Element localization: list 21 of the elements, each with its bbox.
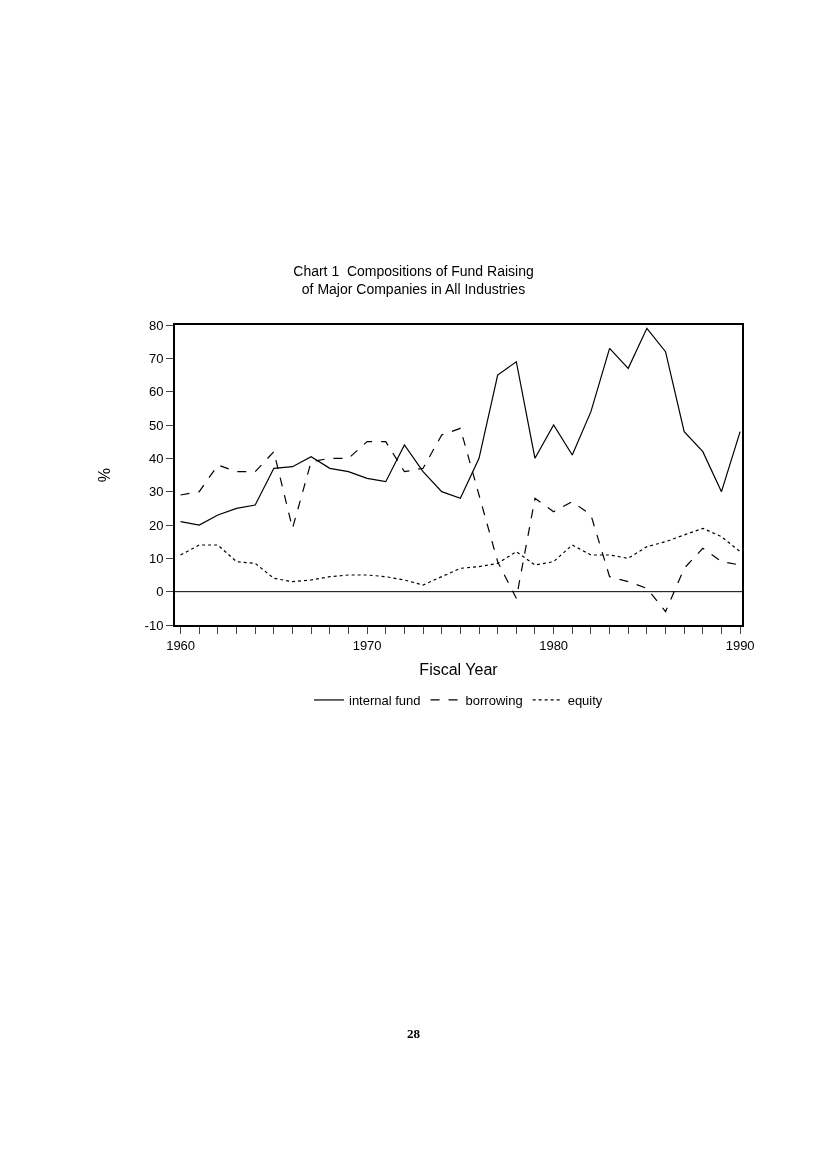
y-tick-label: 40: [148, 450, 164, 466]
y-tick-label: 10: [148, 550, 164, 566]
y-tick-label: 50: [148, 417, 164, 433]
y-tick-label: 70: [148, 350, 164, 366]
legend-label: internal fund: [349, 693, 421, 709]
x-axis-title: Fiscal Year: [419, 660, 499, 678]
chart-title: Chart 1 Compositions of Fund Raising of Major Companies in All Industries: [293, 262, 534, 298]
y-tick-label: 20: [148, 517, 164, 533]
x-tick-label: 1960: [166, 637, 196, 653]
x-tick-label: 1980: [539, 637, 569, 653]
y-tick-label: 80: [148, 317, 164, 333]
x-tick-label: 1970: [352, 637, 382, 653]
y-tick-label: 30: [148, 484, 164, 500]
legend-label: borrowing: [465, 693, 523, 709]
y-tick-label: -10: [144, 617, 164, 633]
y-tick-label: 0: [156, 584, 164, 600]
y-tick-label: 60: [148, 384, 164, 400]
text: 28: [406, 1026, 421, 1042]
x-tick-label: 1990: [725, 637, 755, 653]
legend-label: equity: [567, 693, 603, 709]
y-axis-title: %: [96, 467, 113, 483]
